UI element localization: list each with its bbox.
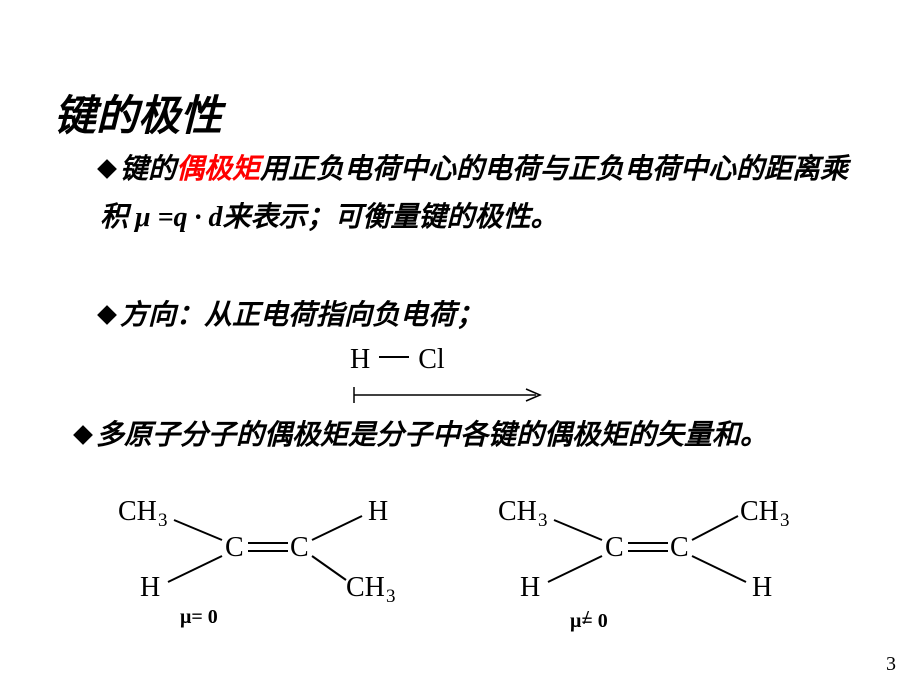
svg-text:C: C [290,532,309,563]
mu-zero: 0 [593,610,608,632]
svg-text:3: 3 [158,510,168,531]
molecule-trans-diagram: C C CH3 H H CH3 [110,496,410,606]
hcl-bond-icon [377,352,411,362]
slide-title: 键的极性 [54,82,222,143]
svg-text:C: C [605,532,624,563]
bullet-diamond-icon [97,305,117,325]
molecule-cis: C C CH3 H CH3 H [490,496,810,626]
svg-text:H: H [368,496,388,527]
svg-text:3: 3 [780,510,790,531]
svg-text:H: H [140,572,160,603]
not-equal-icon: =/ [581,610,592,633]
bullet-diamond-icon [73,425,93,445]
bullet-1: 键的偶极矩用正负电荷中心的电荷与正负电荷中心的距离乘积 μ =q · d来表示；… [100,146,860,241]
hcl-formula: H Cl [350,344,445,376]
mu-label-trans: μ= 0 [180,606,218,690]
svg-text:CH: CH [498,496,537,527]
svg-text:C: C [670,532,689,563]
bullet-3-text: 多原子分子的偶极矩是分子中各键的偶极矩的矢量和。 [96,420,768,451]
bullet-1-highlight: 偶极矩 [176,154,260,185]
svg-text:CH: CH [740,496,779,527]
svg-text:3: 3 [386,586,396,606]
svg-text:H: H [520,572,540,603]
molecule-cis-diagram: C C CH3 H CH3 H [490,496,810,606]
dipole-arrow [348,384,548,404]
svg-text:H: H [752,572,772,603]
page-number: 3 [886,653,896,676]
svg-text:CH: CH [346,572,385,603]
bullet-3: 多原子分子的偶极矩是分子中各键的偶极矩的矢量和。 [76,412,896,460]
bullet-2: 方向：从正电荷指向负电荷； [100,292,484,340]
dipole-arrow-icon [348,384,548,406]
bullet-2-text: 方向：从正电荷指向负电荷； [120,300,484,331]
molecule-trans: C C CH3 H H CH3 [110,496,410,626]
mu-label-cis: μ=/ 0 [570,610,608,690]
hcl-cl: Cl [418,344,444,375]
svg-text:3: 3 [538,510,548,531]
hcl-h: H [350,344,370,375]
svg-text:C: C [225,532,244,563]
svg-text:CH: CH [118,496,157,527]
bullet-1-pre: 键的 [120,154,176,185]
mu-symbol: μ [570,610,581,632]
bullet-diamond-icon [97,159,117,179]
